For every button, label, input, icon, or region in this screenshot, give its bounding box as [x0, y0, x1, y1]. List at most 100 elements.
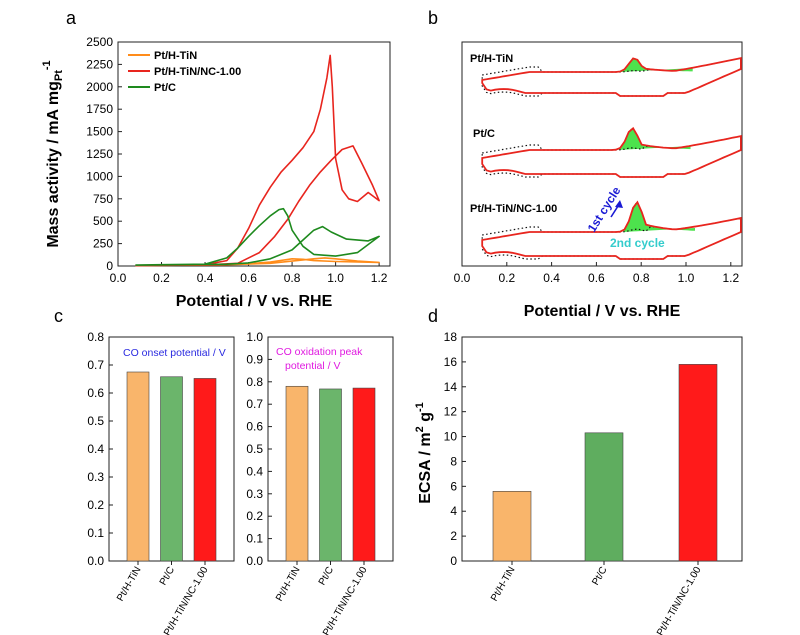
- panel-c-left-ytick-label: 0.2: [87, 498, 104, 512]
- panel-d-ytick-label: 0: [450, 554, 457, 568]
- panel-a-legend-label: Pt/H-TiN/NC-1.00: [154, 66, 241, 78]
- panel-b-first-cycle: [481, 126, 742, 178]
- panel-c-chart: 0.0 0.1 0.2 0.3 0.4 0.5 0.6 0.7 0.8 Pt/H-TiN Pt/C P…: [87, 330, 394, 635]
- panel-a-ytick-label: 2250: [86, 57, 113, 71]
- panel-c-right-ytick-label: 0.1: [246, 532, 263, 546]
- panel-d-ytick-label: 4: [450, 504, 457, 518]
- panel-d-ytick-label: 16: [444, 355, 458, 369]
- panel-d-xtick-label: Pt/C: [590, 565, 609, 587]
- panel-label-a: a: [66, 8, 77, 28]
- panel-b-co-peak-fill: [621, 58, 693, 72]
- panel-b-xtick-label: 0.4: [543, 271, 560, 285]
- panel-c-right-ytick-label: 0.9: [246, 352, 263, 366]
- panel-a-xtick-label: 0.2: [153, 271, 170, 285]
- panel-d-bar: [492, 491, 532, 562]
- panel-a-ytick-label: 0: [106, 259, 113, 273]
- panel-c-right-ytick-label: 0.7: [246, 397, 263, 411]
- panel-b-curve-label-3: Pt/H-TiN/NC-1.00: [470, 203, 557, 215]
- panel-d-bar: [584, 432, 624, 562]
- panel-d-xtick-label: Pt/H-TiN/NC-1.00: [655, 565, 704, 635]
- panel-c-left-ytick-label: 0.3: [87, 470, 104, 484]
- panel-a-xtick-label: 1.0: [327, 271, 344, 285]
- panel-b-first-cycle: [481, 56, 742, 97]
- panel-c-right-ytick-label: 0.6: [246, 420, 263, 434]
- panel-c-left-ytick-label: 0.1: [87, 526, 104, 540]
- panel-a-xtick-label: 0.6: [240, 271, 257, 285]
- panel-c-left-bar: [193, 378, 217, 562]
- panel-c-right-ytick-label: 0.5: [246, 442, 263, 456]
- panel-d-ytick-label: 18: [444, 330, 458, 344]
- panel-label-d: d: [428, 306, 438, 326]
- panel-c-right-ytick-label: 0.2: [246, 509, 263, 523]
- panel-a-xtick-label: 0.0: [110, 271, 127, 285]
- panel-b-curve-label-1: Pt/H-TiN: [470, 53, 513, 65]
- panel-a-series-line-2: [135, 54, 380, 267]
- panel-label-b: b: [428, 8, 438, 28]
- panel-d-ytick-label: 2: [450, 529, 457, 543]
- panel-a-series-line-3: [135, 207, 380, 266]
- panel-c-left-annotation: CO onset potential / V: [123, 347, 226, 359]
- panel-c-right-ytick-label: 0.4: [246, 464, 263, 478]
- panel-b-frame: [461, 41, 743, 267]
- panel-label-c: c: [54, 306, 63, 326]
- panel-c-right-bar: [352, 387, 376, 562]
- panel-b-xtick-label: 0.8: [633, 271, 650, 285]
- panel-d-ytick-label: 14: [444, 380, 458, 394]
- panel-d-chart: 0 2 4 6 8 10 12 14 16 18 Pt/H-TiN Pt/C Pt/H-TiN/NC-1…: [414, 330, 743, 635]
- panel-a-legend-label: Pt/H-TiN: [154, 50, 197, 62]
- panel-d-ytick-label: 12: [444, 405, 458, 419]
- panel-c-right-ytick-label: 0.8: [246, 375, 263, 389]
- panel-c-left-xtick-label: Pt/H-TiN: [115, 565, 144, 603]
- panel-b-xtick-label: 0.2: [498, 271, 515, 285]
- panel-c-right-ytick-label: 1.0: [246, 330, 263, 344]
- panel-d-ytick-label: 8: [450, 454, 457, 468]
- panel-b-second-cycle: [481, 57, 742, 97]
- panel-c-left-ytick-label: 0.6: [87, 386, 104, 400]
- panel-c-right-ytick-label: 0.3: [246, 487, 263, 501]
- panel-d-bar: [678, 364, 718, 562]
- panel-a-ytick-label: 1500: [86, 125, 113, 139]
- panel-c-left-bar: [126, 371, 150, 562]
- panel-c-right-bar: [285, 385, 309, 562]
- panel-c-left-ytick-label: 0.5: [87, 414, 104, 428]
- panel-a-chart: 0 250 500 750 1000 1250 1500 1750 2000 2250 2500 0…: [41, 35, 391, 310]
- panel-a-ytick-label: 1250: [86, 147, 113, 161]
- panel-a-ytick-label: 500: [93, 214, 113, 228]
- panel-b-arrowhead: [615, 200, 623, 208]
- panel-a-ylabel: Mass activity / mA mgPt-1: [41, 60, 65, 247]
- panel-c-right-xtick-label: Pt/H-TiN: [274, 565, 303, 603]
- panel-c-right-ytick-label: 0.0: [246, 554, 263, 568]
- panel-d-ytick-label: 10: [444, 430, 458, 444]
- panel-c-right-annotation-line2: potential / V: [285, 360, 340, 372]
- panel-b-co-peak-fill: [623, 202, 695, 232]
- panel-d-xtick-label: Pt/H-TiN: [489, 565, 518, 603]
- panel-c-right-annotation-line1: CO oxidation peak: [276, 346, 363, 358]
- panel-b-xtick-label: 1.0: [678, 271, 695, 285]
- panel-a-xtick-label: 1.2: [371, 271, 388, 285]
- panel-a-ytick-label: 250: [93, 237, 113, 251]
- panel-c-left-ytick-label: 0.0: [87, 554, 104, 568]
- panel-a-legend-label: Pt/C: [154, 82, 176, 94]
- panel-a-ytick-label: 750: [93, 192, 113, 206]
- panel-b-first-cycle: [481, 200, 742, 260]
- panel-c-left-ytick-label: 0.8: [87, 330, 104, 344]
- panel-c-left-ytick-label: 0.7: [87, 358, 104, 372]
- panel-b-curve-label-2: Pt/C: [473, 128, 495, 140]
- panel-c-left-bar: [160, 376, 183, 562]
- panel-a-ytick-label: 2500: [86, 35, 113, 49]
- panel-c-right-xtick-label: Pt/C: [317, 565, 336, 587]
- panel-b-annotation-1st-cycle: 1st cycle: [585, 184, 624, 235]
- panel-a-ytick-label: 1750: [86, 102, 113, 116]
- panel-b-xtick-label: 0.6: [588, 271, 605, 285]
- panel-b-xtick-label: 0.0: [454, 271, 471, 285]
- panel-c-right-bar: [319, 388, 342, 562]
- panel-a-ytick-label: 2000: [86, 80, 113, 94]
- panel-b-co-peak-fill: [618, 128, 691, 150]
- panel-a-ytick-label: 1000: [86, 169, 113, 183]
- panel-d-ylabel: ECSA / m2 g-1: [414, 402, 434, 504]
- panel-c-left-ytick-label: 0.4: [87, 442, 104, 456]
- panel-a-xtick-label: 0.4: [197, 271, 214, 285]
- panel-b-second-cycle: [481, 135, 742, 178]
- panel-c-left-xtick-label: Pt/C: [158, 565, 177, 587]
